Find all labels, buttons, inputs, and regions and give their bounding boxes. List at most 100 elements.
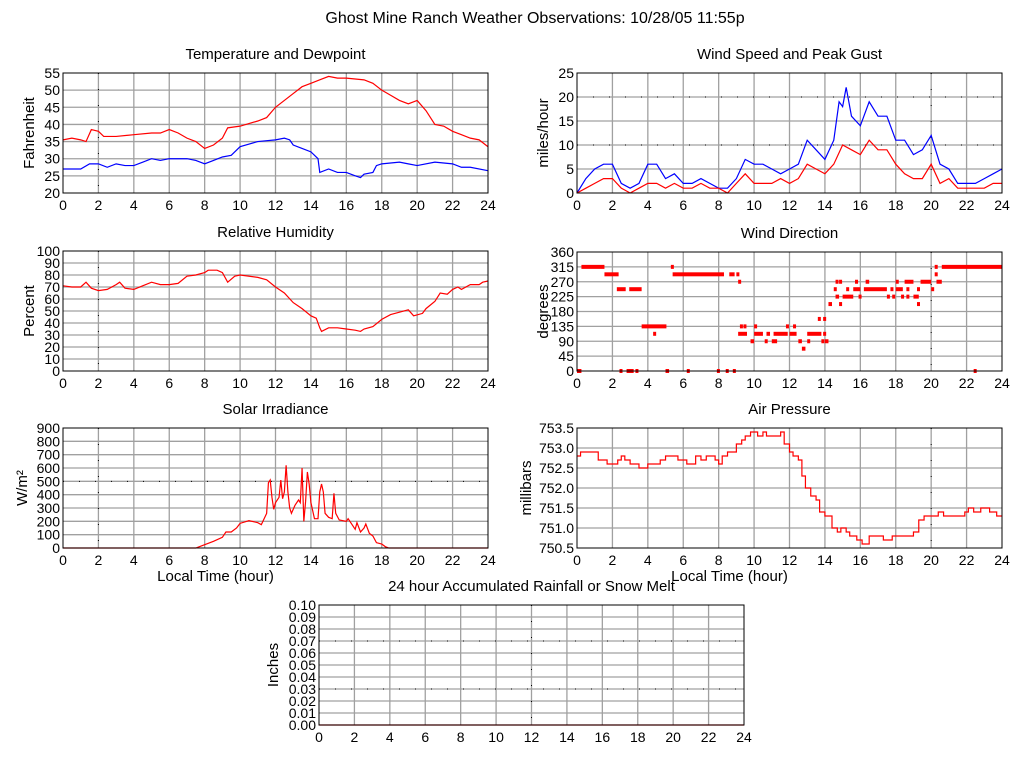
wind-direction-point [906, 294, 910, 299]
wind-direction-point [839, 302, 843, 307]
x-tick-label: 4 [130, 197, 138, 213]
wind-direction-point [865, 279, 870, 284]
x-tick-label: 6 [421, 729, 429, 745]
pressure-y-axis-label: millibars [518, 460, 535, 515]
y-tick-label: 270 [551, 274, 575, 290]
x-tick-label: 0 [573, 375, 581, 391]
y-tick-label: 90 [44, 255, 60, 271]
x-tick-label: 20 [665, 729, 681, 745]
wind-direction-point [855, 279, 859, 284]
x-tick-label: 2 [95, 375, 103, 391]
x-tick-label: 2 [95, 552, 103, 568]
x-tick-label: 22 [959, 197, 975, 213]
x-tick-label: 24 [994, 375, 1010, 391]
solar-title: Solar Irradiance [223, 401, 329, 418]
x-tick-label: 18 [374, 375, 390, 391]
y-tick-label: 0 [566, 185, 574, 201]
y-tick-label: 45 [558, 348, 574, 364]
pressure-x-axis-label: Local Time (hour) [671, 568, 788, 585]
y-tick-label: 900 [37, 420, 61, 436]
x-tick-label: 22 [445, 552, 461, 568]
x-tick-label: 10 [232, 375, 248, 391]
wind-direction-point [629, 287, 642, 292]
x-tick-label: 14 [817, 197, 833, 213]
x-tick-label: 20 [409, 197, 425, 213]
x-tick-label: 22 [959, 552, 975, 568]
x-tick-label: 14 [817, 375, 833, 391]
y-tick-label: 135 [551, 318, 575, 334]
x-tick-label: 20 [409, 552, 425, 568]
x-tick-label: 12 [268, 197, 284, 213]
y-tick-label: 751.5 [539, 500, 574, 516]
wind-speed-y-axis-label: miles/hour [535, 98, 552, 167]
y-tick-label: 0.08 [289, 621, 316, 637]
x-tick-label: 24 [480, 375, 496, 391]
wind-direction-point [901, 294, 905, 299]
wind-direction-point [846, 287, 850, 292]
y-tick-label: 0 [566, 363, 574, 379]
wind-direction-point [738, 279, 742, 284]
x-tick-label: 22 [445, 197, 461, 213]
x-tick-label: 18 [888, 197, 904, 213]
y-tick-label: 50 [44, 82, 60, 98]
x-tick-label: 22 [445, 375, 461, 391]
plot-frame [576, 427, 1003, 549]
wind-direction-point [920, 279, 932, 284]
x-tick-label: 6 [165, 552, 173, 568]
x-tick-label: 8 [715, 375, 723, 391]
x-tick-label: 2 [609, 552, 617, 568]
rainfall-y-axis-label: Inches [265, 643, 282, 687]
y-tick-label: 0.09 [289, 609, 316, 625]
x-tick-label: 18 [374, 197, 390, 213]
wind-direction-point [824, 339, 829, 344]
wind-direction-point [821, 339, 825, 344]
y-tick-label: 20 [44, 185, 60, 201]
wind-direction-point [604, 272, 619, 277]
solar-x-axis-label: Local Time (hour) [157, 568, 274, 585]
y-tick-label: 600 [37, 460, 61, 476]
x-tick-label: 16 [853, 552, 869, 568]
y-tick-label: 753.5 [539, 420, 574, 436]
x-tick-label: 0 [59, 197, 67, 213]
x-tick-label: 8 [201, 552, 209, 568]
y-tick-label: 45 [44, 99, 60, 115]
plot-frame [576, 251, 1003, 372]
x-tick-label: 8 [715, 197, 723, 213]
x-tick-label: 22 [701, 729, 717, 745]
wind-direction-point [913, 294, 919, 299]
x-tick-label: 2 [351, 729, 359, 745]
wind-direction-point [941, 264, 1002, 269]
x-tick-label: 6 [679, 375, 687, 391]
wind-direction-point [906, 287, 910, 292]
y-tick-label: 80 [44, 267, 60, 283]
y-tick-label: 750.5 [539, 540, 574, 556]
y-tick-label: 360 [551, 244, 575, 260]
wind-direction-point [641, 324, 667, 329]
wind-direction-point [798, 339, 802, 344]
y-tick-label: 35 [44, 134, 60, 150]
x-tick-label: 0 [59, 552, 67, 568]
x-tick-label: 0 [59, 375, 67, 391]
x-tick-label: 24 [480, 552, 496, 568]
wind-speed-title: Wind Speed and Peak Gust [697, 46, 883, 63]
x-tick-label: 20 [409, 375, 425, 391]
wind-direction-point [936, 279, 942, 284]
y-tick-label: 10 [558, 137, 574, 153]
y-tick-label: 0.00 [289, 717, 316, 733]
x-tick-label: 24 [736, 729, 752, 745]
plot-frame [62, 72, 489, 194]
x-tick-label: 0 [573, 552, 581, 568]
wind-direction-point [785, 324, 789, 329]
y-tick-label: 40 [44, 315, 60, 331]
x-tick-label: 24 [480, 197, 496, 213]
y-tick-label: 200 [37, 513, 61, 529]
y-tick-label: 700 [37, 447, 61, 463]
y-tick-label: 40 [44, 116, 60, 132]
y-tick-label: 500 [37, 473, 61, 489]
x-tick-label: 12 [524, 729, 540, 745]
x-tick-label: 20 [923, 197, 939, 213]
x-tick-label: 4 [130, 552, 138, 568]
wind-direction-point [581, 264, 605, 269]
wind-direction-point [672, 272, 724, 277]
